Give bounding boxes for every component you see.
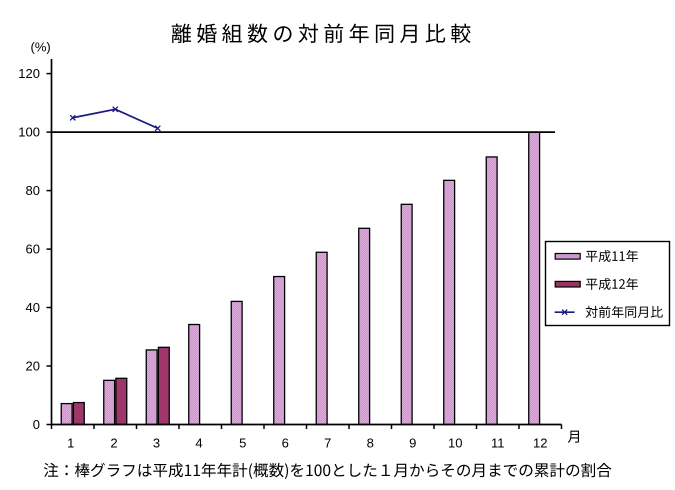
svg-text:11: 11 bbox=[491, 436, 505, 451]
svg-text:10: 10 bbox=[448, 436, 462, 451]
svg-text:0: 0 bbox=[33, 417, 40, 432]
svg-text:120: 120 bbox=[18, 66, 40, 81]
svg-text:3: 3 bbox=[153, 436, 160, 451]
svg-text:12: 12 bbox=[533, 436, 547, 451]
svg-text:100: 100 bbox=[18, 125, 40, 140]
svg-text:20: 20 bbox=[26, 359, 40, 374]
svg-text:40: 40 bbox=[26, 300, 40, 315]
svg-text:(%): (%) bbox=[31, 40, 51, 55]
svg-text:2: 2 bbox=[110, 436, 117, 451]
svg-text:1: 1 bbox=[67, 436, 74, 451]
svg-text:60: 60 bbox=[26, 242, 40, 257]
svg-text:7: 7 bbox=[324, 436, 331, 451]
svg-text:8: 8 bbox=[367, 436, 374, 451]
svg-text:4: 4 bbox=[195, 436, 202, 451]
svg-text:80: 80 bbox=[26, 183, 40, 198]
svg-text:6: 6 bbox=[282, 436, 289, 451]
svg-text:5: 5 bbox=[239, 436, 246, 451]
svg-text:9: 9 bbox=[409, 436, 416, 451]
